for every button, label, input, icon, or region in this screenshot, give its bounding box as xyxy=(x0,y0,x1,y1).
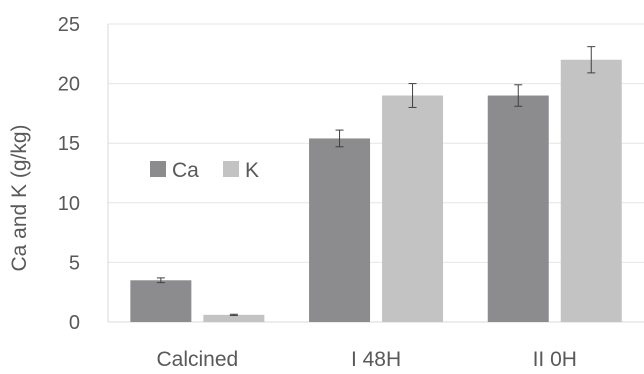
legend: Ca K xyxy=(150,159,259,182)
bars xyxy=(130,59,622,323)
bar-ca-1 xyxy=(309,138,371,322)
y-tick-label: 25 xyxy=(58,14,80,36)
x-category-label: II 0H xyxy=(533,348,577,369)
bar-ca-0 xyxy=(130,280,192,322)
y-tick-label: 5 xyxy=(69,252,80,274)
x-category-label: I 48H xyxy=(351,348,401,369)
bar-k-2 xyxy=(560,59,622,322)
y-tick-label: 10 xyxy=(58,193,80,215)
error-bars xyxy=(156,46,596,316)
y-tick-label: 20 xyxy=(58,74,80,96)
legend-swatch-ca xyxy=(150,161,166,177)
legend-label-ca: Ca xyxy=(172,159,199,182)
axes xyxy=(107,24,644,323)
bar-k-1 xyxy=(382,95,444,323)
tick-labels: 0 5 10 15 20 25 xyxy=(58,14,80,334)
gridlines xyxy=(108,23,644,263)
bar-k-0 xyxy=(203,314,265,322)
legend-label-k: K xyxy=(245,159,259,182)
y-tick-label: 15 xyxy=(58,133,80,155)
category-labels: Calcined I 48H II 0H xyxy=(156,348,577,371)
y-axis-title: Ca and K (g/kg) xyxy=(8,124,31,271)
bar-ca-2 xyxy=(487,95,549,323)
legend-swatch-k xyxy=(223,161,239,177)
x-category-label: Calcined xyxy=(156,348,238,369)
y-tick-label: 0 xyxy=(69,312,80,334)
